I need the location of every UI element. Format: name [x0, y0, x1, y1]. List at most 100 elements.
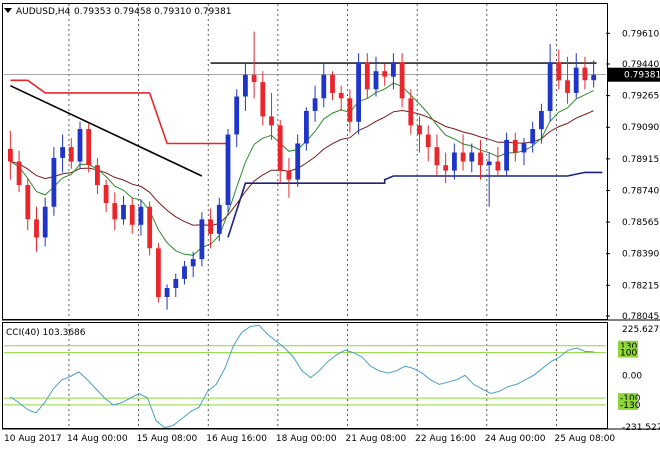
candle-body [443, 165, 449, 171]
candle-body [182, 266, 187, 279]
x-tick-label: 15 Aug 08:00 [137, 434, 198, 444]
candle-body [112, 203, 118, 220]
cci-level-tag [618, 340, 638, 351]
axis-layer: 0.79610 0.79440 0.79265 0.79090 0.78915 0.787… [4, 29, 660, 444]
current-price-text: 0.79381 [624, 71, 660, 81]
candle-body [251, 74, 257, 82]
cci-level-tag [618, 347, 638, 358]
candle-body [243, 74, 248, 97]
fast-ma-line [10, 82, 594, 256]
candle-layer [8, 31, 597, 310]
candle-body [34, 219, 39, 238]
candle-body [121, 204, 126, 220]
support-step-line [227, 171, 603, 238]
candle-body [539, 111, 544, 130]
y-tick-label: 0.78915 [622, 155, 659, 165]
y-tick-label: 0.78215 [622, 281, 659, 291]
cci-tick-label: -231.5279 [622, 423, 660, 433]
candle-body [269, 116, 274, 126]
candle-body [304, 111, 309, 144]
candle-body [16, 161, 22, 185]
candle-body [556, 62, 562, 81]
cci-label: CCI(40) 103.3686 [6, 328, 86, 338]
x-tick-label: 21 Aug 08:00 [346, 434, 407, 444]
cci-level-text: -130 [620, 401, 641, 411]
candle-body [68, 147, 74, 162]
candle-body [164, 288, 170, 297]
candle-body [147, 206, 153, 249]
candle-body [408, 98, 414, 126]
candle-body [25, 185, 31, 220]
candle-body [42, 206, 48, 238]
x-tick-label: 22 Aug 16:00 [415, 434, 476, 444]
cci-level-text: 100 [620, 349, 637, 359]
candle-body [486, 161, 492, 166]
candle-body [512, 139, 518, 153]
candle-body [260, 82, 266, 117]
y-tick-label: 0.78045 [622, 312, 659, 322]
x-tick-label: 16 Aug 16:00 [206, 434, 267, 444]
candle-body [312, 98, 318, 111]
cci-line [10, 324, 594, 429]
candle-body [417, 125, 422, 135]
symbol-label: AUDUSD,H4 [16, 7, 71, 17]
candle-body [129, 204, 135, 225]
y-tick-label: 0.78740 [622, 186, 659, 196]
candle-body [582, 67, 588, 81]
candle-body [216, 204, 222, 234]
candle-body [469, 152, 475, 162]
candle-body [382, 71, 388, 77]
y-tick-label: 0.79440 [622, 60, 659, 70]
x-tick-label: 18 Aug 00:00 [276, 434, 337, 444]
cci-level-tag [618, 399, 638, 410]
candle-body [86, 129, 92, 166]
candle-body [356, 62, 361, 122]
descending-trendline [10, 84, 203, 177]
cci-level-text: -100 [620, 394, 641, 404]
resistance-step-line [10, 79, 228, 145]
candle-body [521, 143, 527, 153]
candle-body [391, 62, 396, 77]
y-tick-label: 0.79610 [622, 29, 659, 39]
candle-body [591, 74, 597, 81]
dropdown-triangle-icon[interactable] [4, 8, 12, 13]
candle-body [199, 219, 205, 260]
candle-body [565, 80, 570, 93]
candle-body [156, 248, 161, 298]
candle-body [138, 206, 144, 225]
candle-body [573, 67, 579, 93]
candle-body [434, 147, 440, 166]
candle-body [77, 129, 83, 162]
candle-body [190, 259, 196, 267]
x-tick-label: 14 Aug 00:00 [67, 434, 128, 444]
candle-body [495, 161, 501, 171]
candle-body [295, 143, 301, 180]
x-tick-label: 25 Aug 08:00 [554, 434, 615, 444]
candle-body [460, 152, 466, 162]
cci-tick-label: 225.6272 [622, 325, 660, 335]
y-tick-label: 0.79265 [622, 92, 659, 102]
candle-body [504, 139, 509, 171]
candle-body [364, 62, 370, 90]
header: AUDUSD,H4 0.79353 0.79458 0.79310 0.7938… [4, 7, 231, 17]
candle-body [103, 185, 109, 204]
ohlc-label: 0.79353 0.79458 0.79310 0.79381 [74, 7, 231, 17]
current-price-tag: 0.79381 [608, 67, 660, 82]
candle-body [338, 92, 344, 99]
cci-level-tag [618, 393, 638, 404]
candle-body [452, 152, 457, 171]
cci-tick-label: 0.00 [622, 371, 642, 381]
candle-body [399, 62, 405, 99]
cci-level-text: 130 [620, 342, 637, 352]
y-tick-label: 0.78565 [622, 218, 659, 228]
candle-body [547, 62, 553, 111]
candle-body [425, 134, 431, 148]
y-tick-label: 0.78390 [622, 250, 659, 260]
candle-body [173, 279, 179, 288]
candle-body [51, 157, 57, 207]
x-tick-label: 24 Aug 00:00 [485, 434, 546, 444]
y-tick-label: 0.79090 [622, 123, 659, 133]
candle-body [330, 74, 335, 93]
